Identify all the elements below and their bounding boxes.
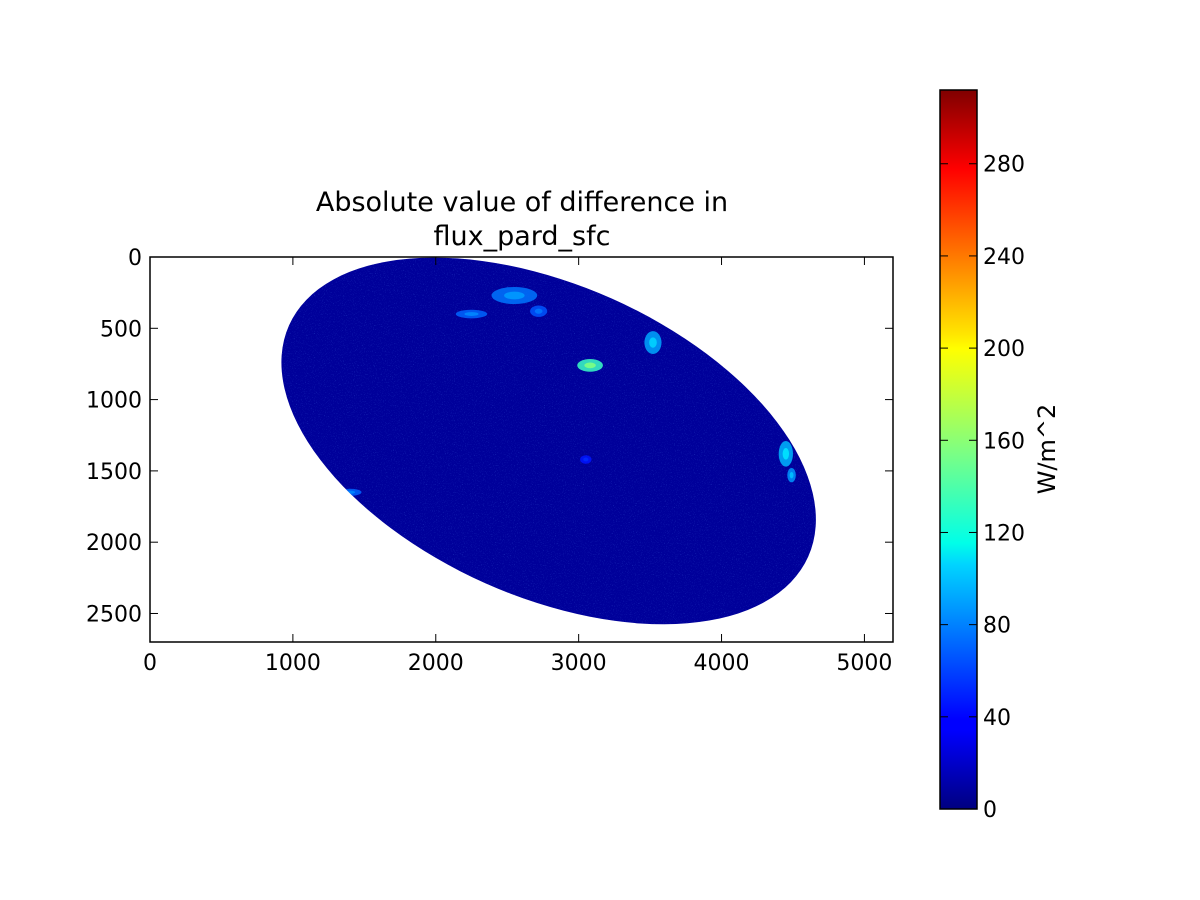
x-tick-label: 4000 xyxy=(694,651,750,676)
y-tick-label: 2500 xyxy=(86,602,142,627)
colorbar-tick-label: 200 xyxy=(983,337,1025,362)
hotspot-core-3 xyxy=(584,362,596,369)
hotspot-core-8 xyxy=(583,457,589,462)
colorbar xyxy=(939,89,978,810)
hotspot-core-6 xyxy=(789,471,794,479)
colorbar-tick-label: 40 xyxy=(983,706,1011,731)
colorbar-label: W/m^2 xyxy=(1033,404,1061,495)
x-tick-label: 5000 xyxy=(836,651,892,676)
colorbar-tick-label: 280 xyxy=(983,153,1025,178)
colorbar-ticks: 0 40 80 120 160 200 240 280 xyxy=(940,153,1025,823)
heatmap-plot xyxy=(150,257,893,642)
x-tick-label: 1000 xyxy=(265,651,321,676)
x-tick-label: 0 xyxy=(143,651,157,676)
x-tick-label: 3000 xyxy=(551,651,607,676)
colorbar-tick-label: 0 xyxy=(983,798,997,823)
hotspot-core-4 xyxy=(649,337,657,348)
chart-title-line-2: flux_pard_sfc xyxy=(434,221,611,252)
chart-title-line-1: Absolute value of difference in xyxy=(316,187,728,218)
colorbar-tick-label: 120 xyxy=(983,521,1025,546)
y-axis: 0 500 1000 1500 2000 2500 xyxy=(86,246,893,627)
colorbar-tick-label: 160 xyxy=(983,429,1025,454)
hotspot-core-0 xyxy=(504,291,525,300)
hotspot-core-5 xyxy=(782,448,790,460)
plot-frame xyxy=(149,256,894,643)
hotspot-core-1 xyxy=(464,312,479,316)
x-axis: 0 1000 2000 3000 4000 5000 xyxy=(143,257,892,676)
colorbar-tick-label: 80 xyxy=(983,614,1011,639)
colorbar-tick-label: 240 xyxy=(983,245,1025,270)
y-tick-label: 2000 xyxy=(86,531,142,556)
y-tick-label: 0 xyxy=(128,246,142,271)
y-tick-label: 1000 xyxy=(86,389,142,414)
hotspot-core-2 xyxy=(534,308,543,314)
y-tick-label: 1500 xyxy=(86,460,142,485)
difference-hotspots xyxy=(338,286,796,496)
x-tick-label: 2000 xyxy=(408,651,464,676)
y-tick-label: 500 xyxy=(100,317,142,342)
